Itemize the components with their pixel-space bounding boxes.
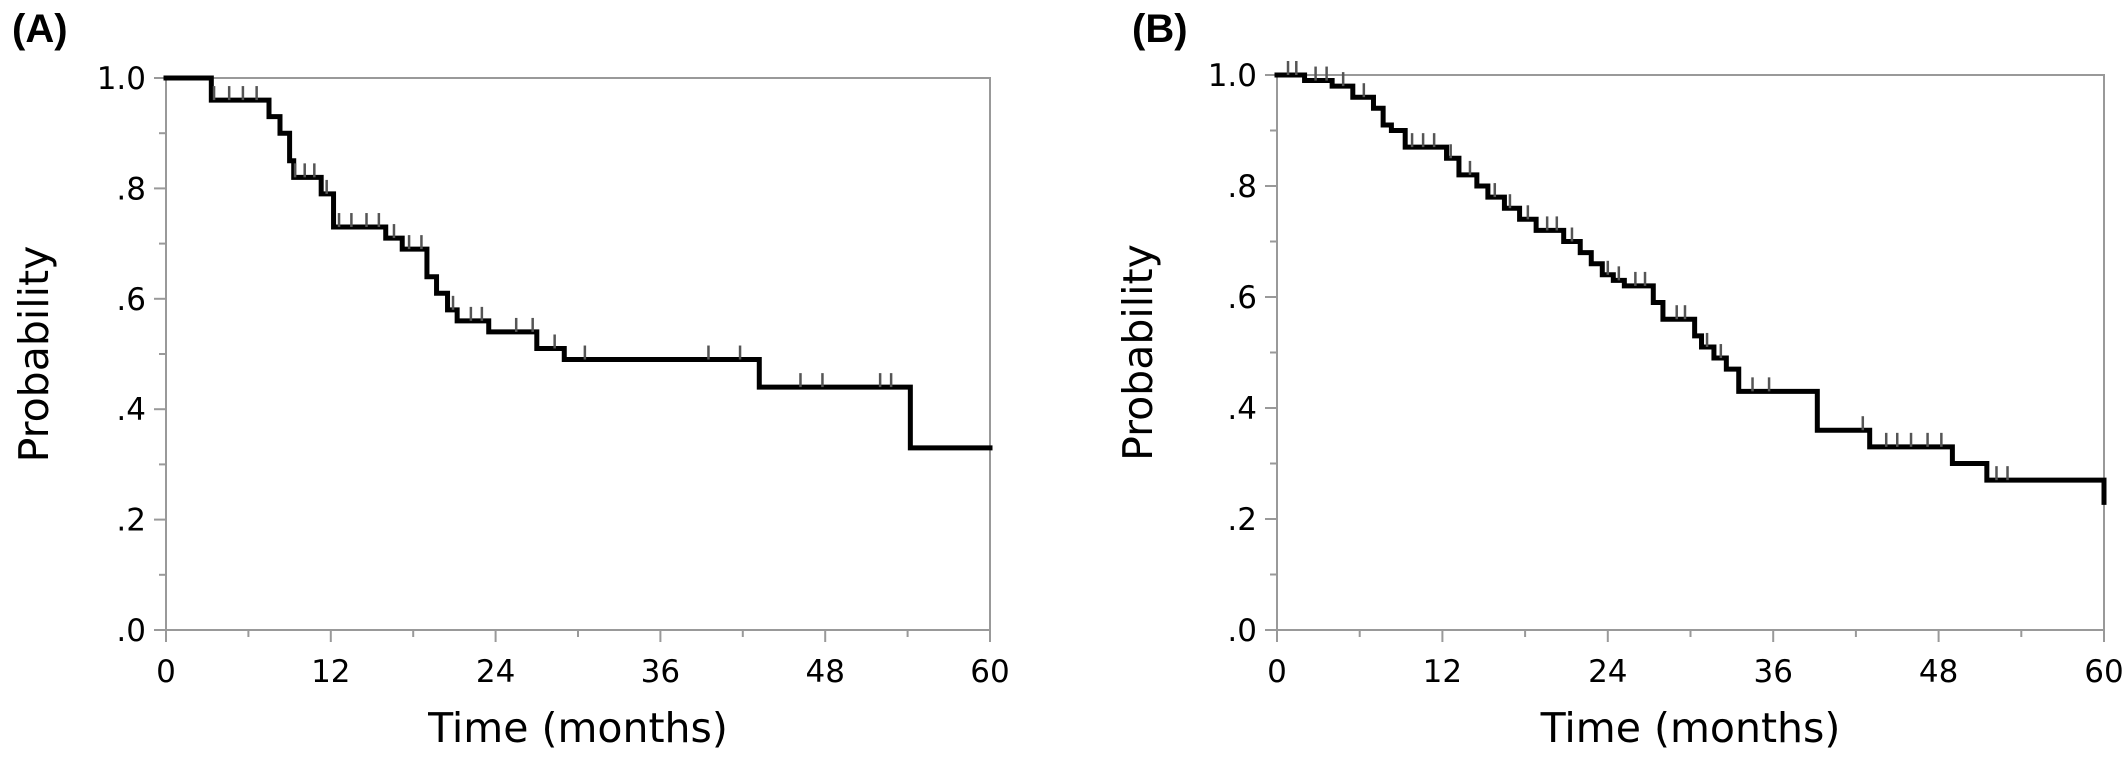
panel-b-y-tick-label: .2 (1227, 502, 1257, 538)
panel-b-y-tick-label: 1.0 (1208, 58, 1257, 94)
panel-a-y-tick-label: 1.0 (97, 61, 146, 97)
panel-b-label: (B) (1132, 7, 1188, 51)
panel-a: (A) .0 .2 .4 .6 .8 1.0 0 12 24 36 48 60 Time (months)… (10, 7, 1010, 752)
panel-b-plot-frame (1276, 74, 2105, 631)
panel-a-y-axis-title: Probability (10, 246, 58, 463)
panel-a-x-tick-label: 12 (311, 654, 350, 690)
panel-b: (B) .0 .2 .4 .6 .8 1.0 0 12 24 36 48 60 Time (months)… (1114, 7, 2124, 752)
panel-b-y-axis-title: Probability (1114, 244, 1162, 461)
panel-a-y-tick-label: .8 (116, 171, 146, 207)
panel-b-x-tick-label: 48 (1919, 654, 1958, 690)
panel-b-y-tick-label: .6 (1227, 280, 1257, 316)
panel-a-x-tick-label: 60 (970, 654, 1009, 690)
panel-b-y-tick-label: .8 (1227, 169, 1257, 205)
panel-a-x-tick-label: 48 (805, 654, 844, 690)
panel-b-x-axis-title: Time (months) (1540, 704, 1841, 752)
panel-b-x-tick-label: 12 (1423, 654, 1462, 690)
panel-b-survival-curve (1274, 72, 2107, 505)
panel-b-y-tick-label: .0 (1227, 613, 1257, 649)
panel-b-x-tick-label: 60 (2084, 654, 2123, 690)
panel-a-y-tick-label: .2 (116, 503, 146, 539)
panel-a-label: (A) (12, 7, 68, 51)
panel-b-y-tick-label: .4 (1227, 391, 1257, 427)
panel-a-x-axis-title: Time (months) (427, 704, 728, 752)
panel-a-x-tick-label: 36 (641, 654, 680, 690)
panel-a-y-tick-label: .6 (116, 282, 146, 318)
panel-a-survival-curve (163, 75, 993, 451)
panel-a-x-tick-label: 0 (156, 654, 176, 690)
panel-a-y-tick-label: .0 (116, 613, 146, 649)
panel-b-x-tick-label: 36 (1753, 654, 1792, 690)
panel-b-x-tick-label: 0 (1267, 654, 1287, 690)
panel-b-x-tick-label: 24 (1588, 654, 1627, 690)
panel-a-x-tick-label: 24 (476, 654, 515, 690)
panel-a-y-tick-label: .4 (116, 392, 146, 428)
